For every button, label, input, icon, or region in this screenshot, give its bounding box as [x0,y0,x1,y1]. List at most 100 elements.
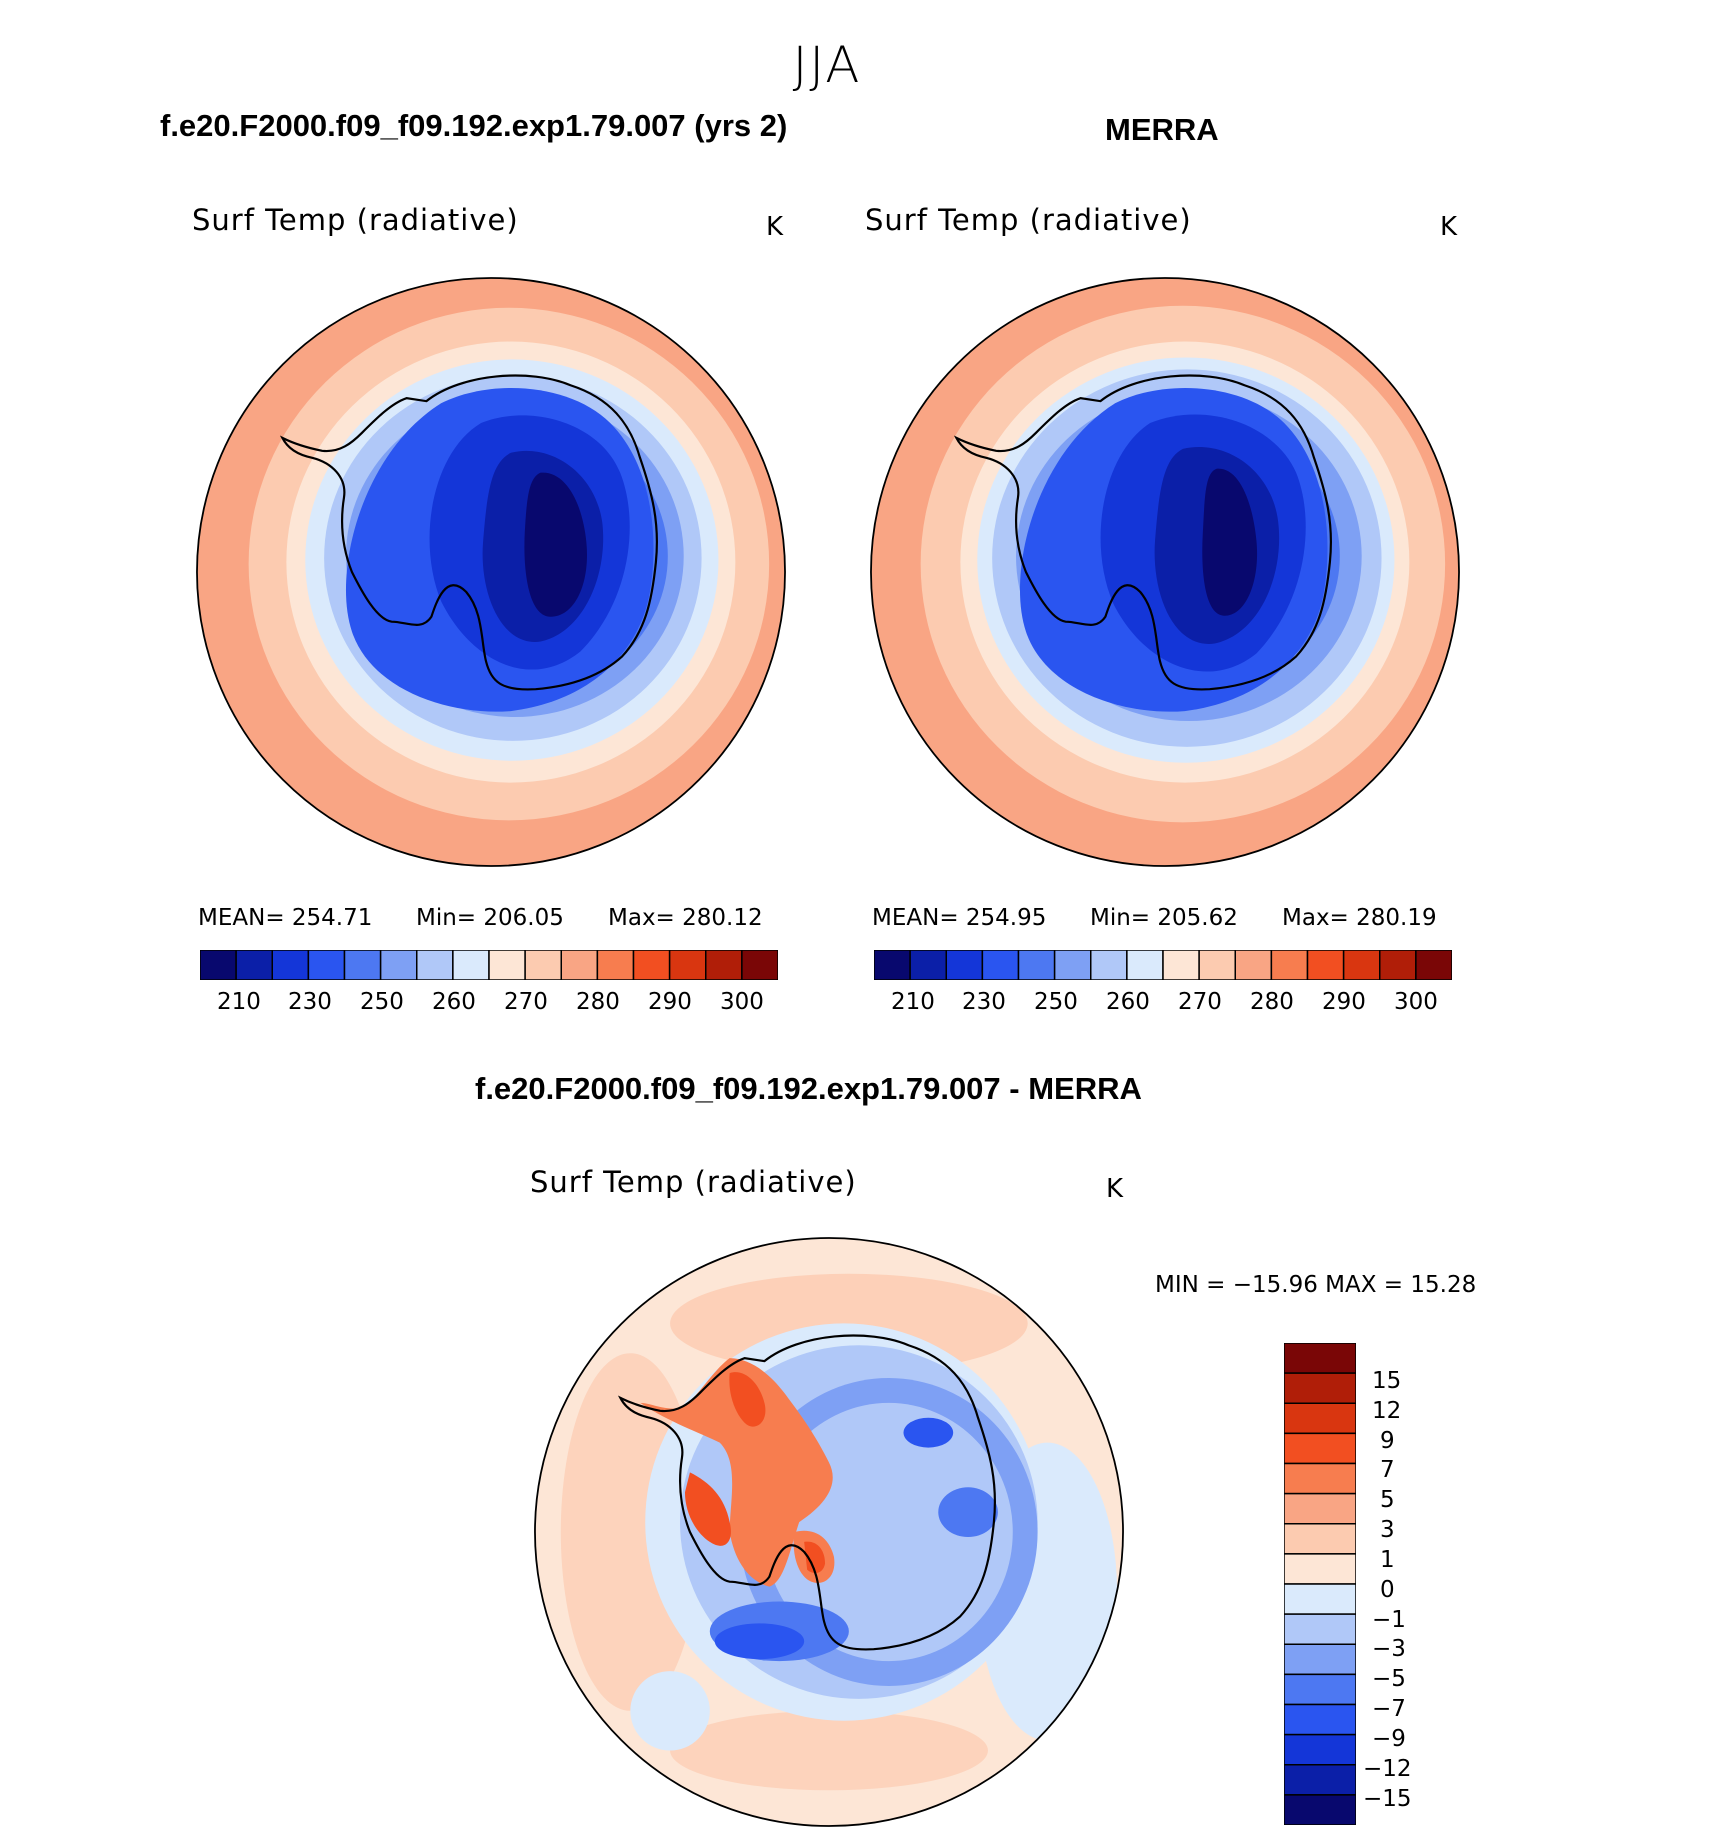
colorbar-swatch [271,950,310,980]
merra-variable-title: Surf Temp (radiative) [865,203,1192,237]
colorbar-swatch [452,950,490,980]
colorbar-swatch [379,950,418,980]
model-colorbar [200,950,778,980]
colorbar-tick: −5 [1372,1666,1406,1692]
difference-variable-title: Surf Temp (radiative) [530,1165,857,1199]
colorbar-swatch [1284,1733,1356,1766]
model-min-stat: Min= 206.05 [416,905,564,931]
colorbar-swatch [1270,950,1309,980]
colorbar-swatch [909,950,948,980]
colorbar-tick: 280 [1250,989,1294,1015]
colorbar-swatch [416,950,454,980]
colorbar-swatch [1379,950,1417,980]
colorbar-swatch [632,950,671,980]
colorbar-swatch [1284,1764,1356,1796]
colorbar-tick: 270 [504,989,548,1015]
model-panel-header: f.e20.F2000.f09_f09.192.exp1.79.007 (yrs… [160,108,788,143]
colorbar-tick: 230 [288,989,332,1015]
colorbar-swatch [524,950,563,980]
model-variable-title: Surf Temp (radiative) [192,203,519,237]
colorbar-tick: 210 [217,989,261,1015]
colorbar-swatch [981,950,1020,980]
colorbar-swatch [1284,1402,1356,1435]
colorbar-swatch [1284,1372,1356,1405]
difference-units-label: K [1106,1174,1124,1204]
merra-colorbar [874,950,1452,980]
colorbar-tick: 250 [1034,989,1078,1015]
colorbar-swatch [235,950,274,980]
colorbar-tick: 5 [1380,1487,1395,1513]
merra-units-label: K [1440,212,1458,242]
colorbar-tick: 290 [648,989,692,1015]
colorbar-tick: 230 [962,989,1006,1015]
colorbar-tick: 270 [1178,989,1222,1015]
colorbar-swatch [1284,1462,1356,1495]
colorbar-tick: 12 [1372,1398,1402,1424]
colorbar-swatch [1284,1643,1356,1676]
model-units-label: K [766,212,784,242]
colorbar-swatch [1284,1673,1356,1706]
merra-max-stat: Max= 280.19 [1282,905,1437,931]
colorbar-swatch [1284,1613,1356,1646]
colorbar-swatch [1198,950,1237,980]
colorbar-swatch [596,950,635,980]
colorbar-swatch [200,950,237,980]
model-polar-map [196,277,786,867]
season-title: JJA [792,36,862,94]
colorbar-tick: 260 [1106,989,1150,1015]
colorbar-tick: 290 [1322,989,1366,1015]
colorbar-swatch [874,950,911,980]
colorbar-tick: −7 [1372,1696,1406,1722]
difference-colorbar [1284,1343,1356,1825]
colorbar-swatch [741,950,778,980]
colorbar-tick: 300 [720,989,764,1015]
colorbar-swatch [1415,950,1452,980]
merra-panel-header: MERRA [1105,112,1219,147]
colorbar-swatch [560,950,599,980]
colorbar-swatch [1284,1523,1356,1555]
colorbar-swatch [1234,950,1273,980]
model-mean-stat: MEAN= 254.71 [198,905,373,931]
colorbar-swatch [1284,1432,1356,1465]
colorbar-swatch [945,950,984,980]
colorbar-swatch [1284,1583,1356,1615]
colorbar-tick: −3 [1372,1636,1406,1662]
colorbar-tick: 7 [1380,1457,1395,1483]
colorbar-swatch [307,950,346,980]
colorbar-tick: 210 [891,989,935,1015]
colorbar-swatch [1162,950,1200,980]
colorbar-swatch [668,950,707,980]
colorbar-swatch [1284,1343,1356,1374]
colorbar-swatch [343,950,382,980]
colorbar-tick: 280 [576,989,620,1015]
colorbar-tick: 300 [1394,989,1438,1015]
colorbar-tick: 9 [1380,1428,1395,1454]
colorbar-swatch [1306,950,1345,980]
merra-mean-stat: MEAN= 254.95 [872,905,1047,931]
difference-panel-header: f.e20.F2000.f09_f09.192.exp1.79.007 - ME… [475,1071,1142,1106]
model-max-stat: Max= 280.12 [608,905,763,931]
colorbar-swatch [1126,950,1164,980]
colorbar-tick: −1 [1372,1607,1406,1633]
colorbar-swatch [488,950,526,980]
colorbar-tick: −9 [1372,1726,1406,1752]
colorbar-swatch [1090,950,1128,980]
colorbar-swatch [1342,950,1381,980]
colorbar-swatch [1017,950,1056,980]
difference-minmax-label: MIN = −15.96 MAX = 15.28 [1155,1272,1477,1298]
colorbar-tick: 0 [1380,1577,1395,1603]
merra-min-stat: Min= 205.62 [1090,905,1238,931]
colorbar-swatch [1284,1703,1356,1736]
difference-polar-map [534,1237,1124,1827]
merra-polar-map [870,277,1460,867]
colorbar-tick: 3 [1380,1517,1395,1543]
colorbar-swatch [1053,950,1092,980]
colorbar-swatch [1284,1794,1356,1825]
colorbar-tick: 1 [1380,1547,1395,1573]
colorbar-tick: 250 [360,989,404,1015]
colorbar-tick: −15 [1363,1786,1412,1812]
colorbar-tick: 15 [1372,1368,1402,1394]
colorbar-swatch [1284,1492,1356,1525]
colorbar-swatch [705,950,743,980]
colorbar-swatch [1284,1553,1356,1585]
